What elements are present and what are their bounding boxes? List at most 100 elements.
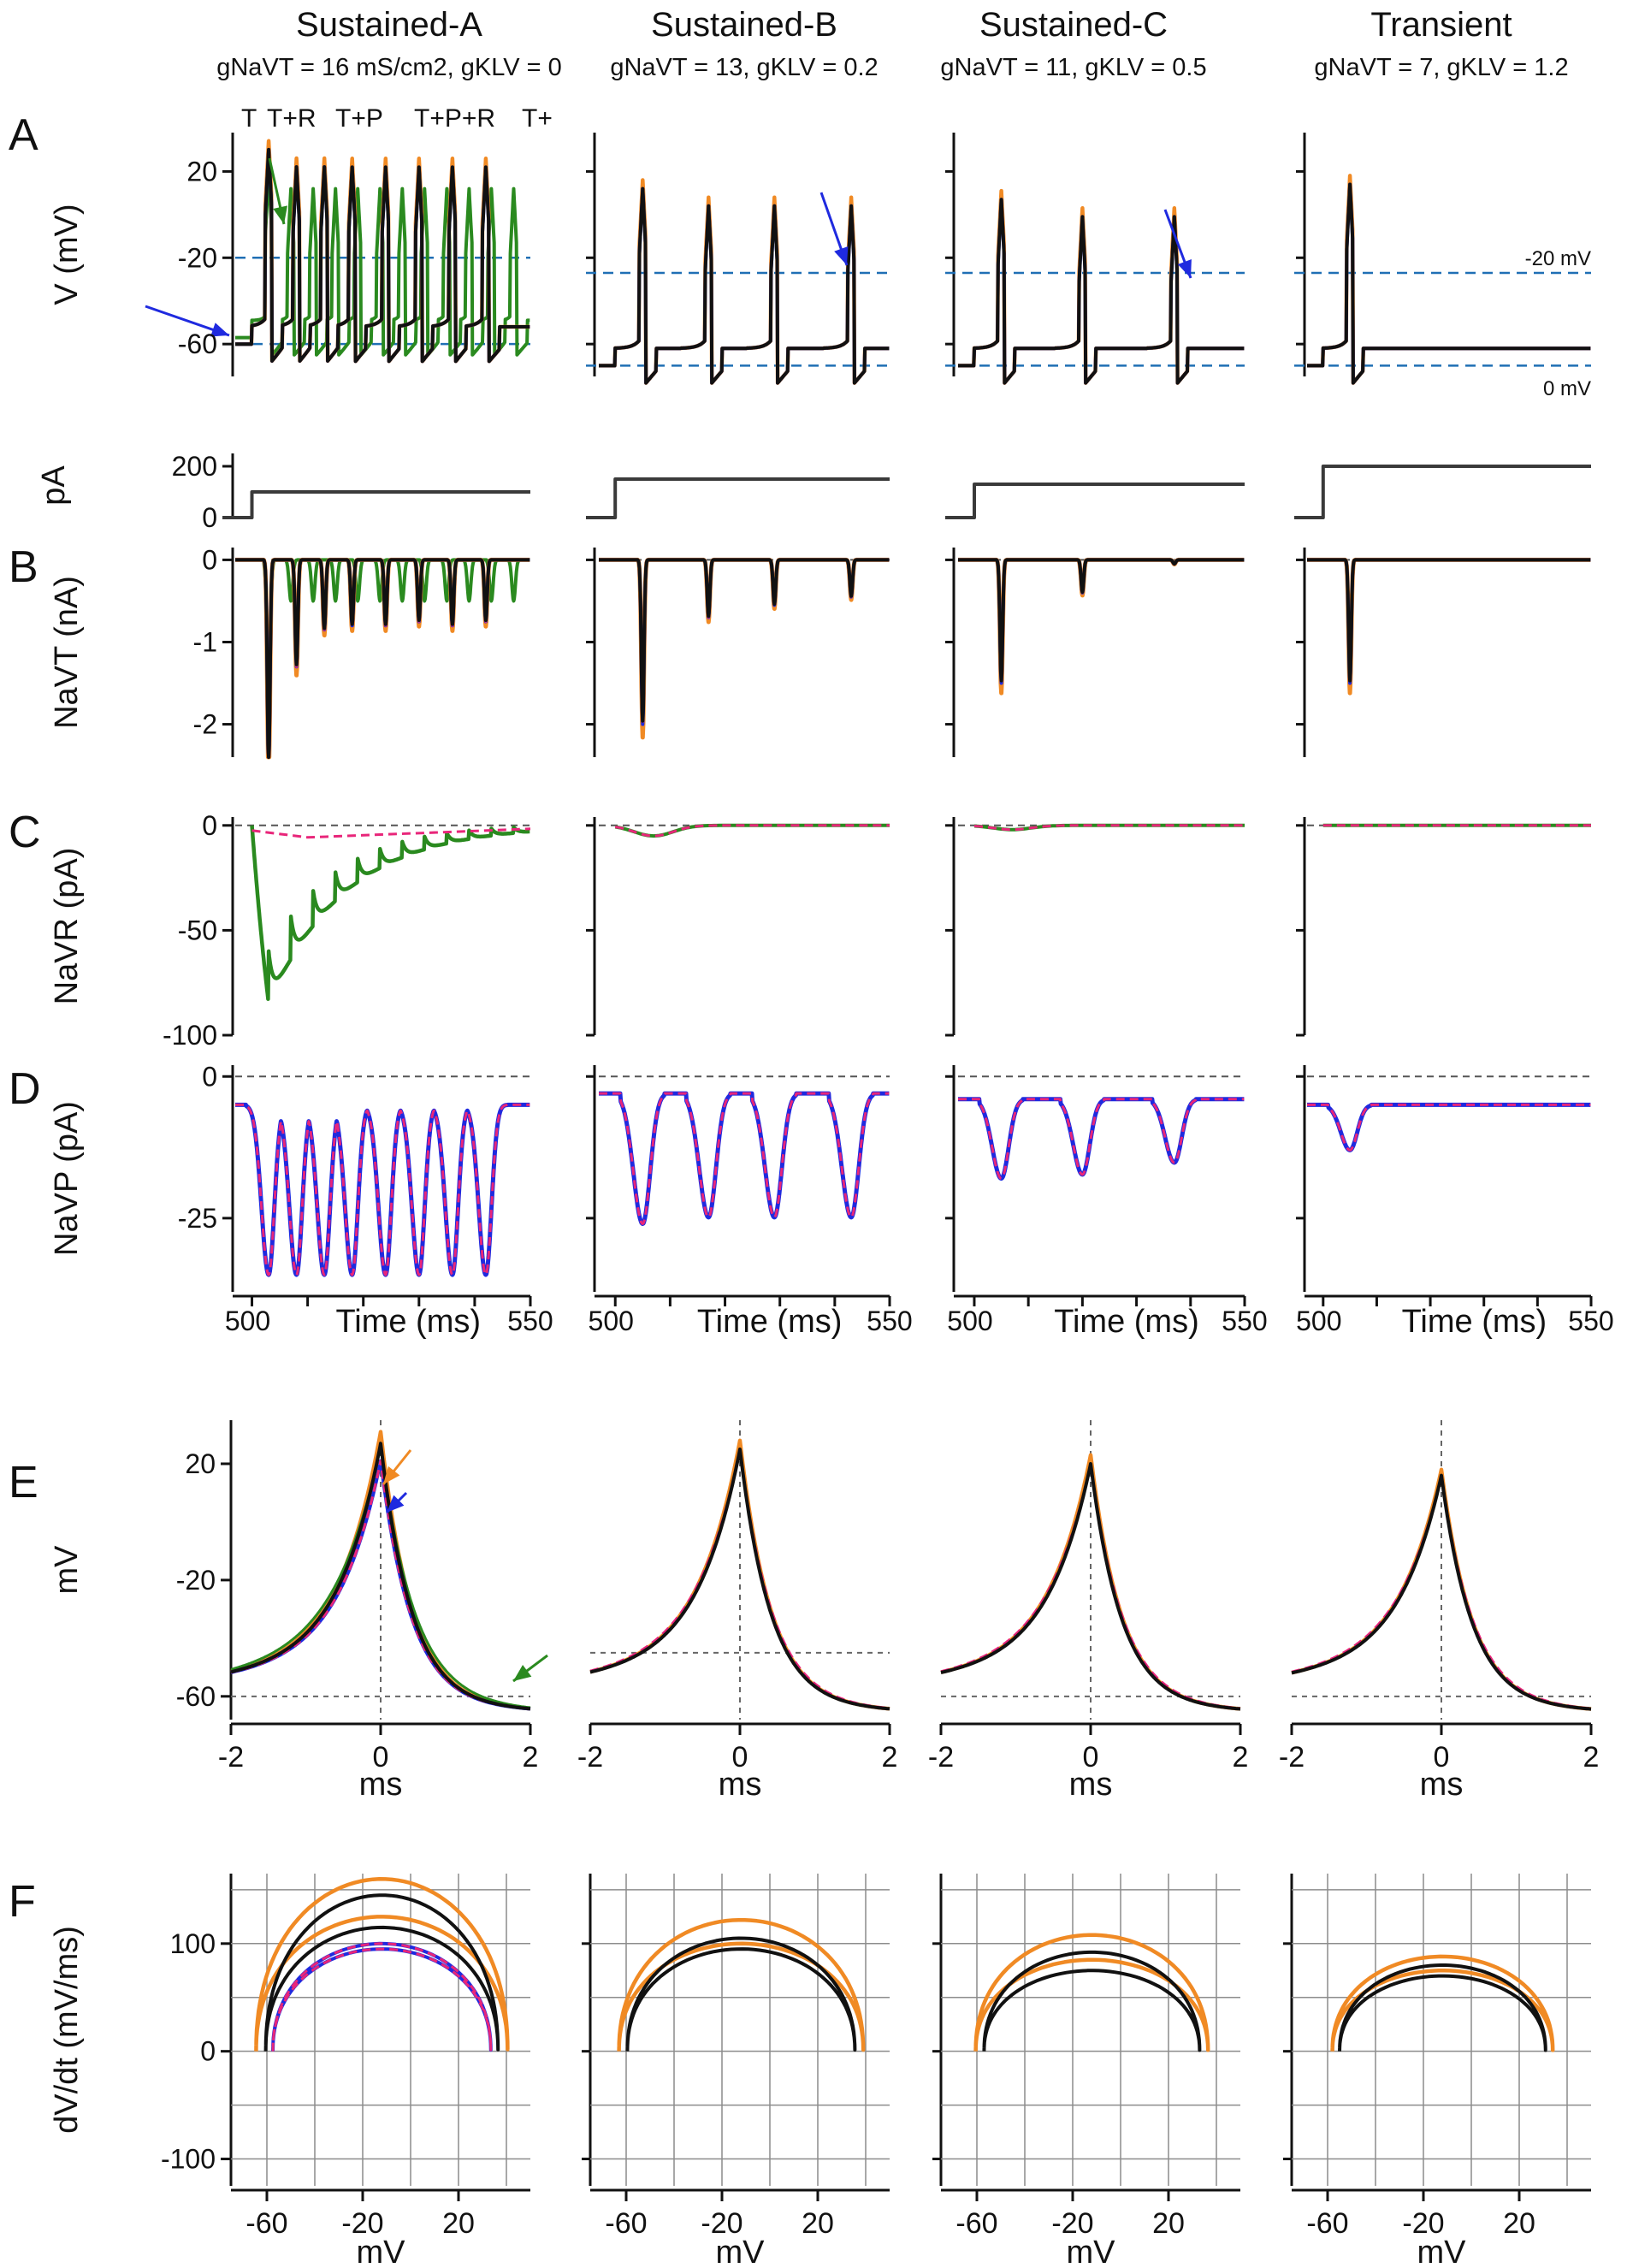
x-tick-label: 550 — [507, 1306, 553, 1336]
y-tick-label: -100 — [161, 2144, 216, 2175]
x-tick-label: -20 — [341, 2207, 383, 2240]
x-tick-label: 550 — [1222, 1306, 1267, 1336]
x-tick-label: -60 — [955, 2207, 997, 2240]
trace-T — [263, 1893, 500, 2052]
y-tick-label: -25 — [178, 1203, 217, 1234]
x-axis-label: Time (ms) — [697, 1304, 843, 1340]
x-tick-label: -2 — [928, 1741, 954, 1774]
y-tick-label: 0 — [202, 1061, 217, 1092]
y-axis-label: NaVP (pA) — [49, 1101, 85, 1256]
trace-T+R — [614, 823, 890, 838]
y-tick-label: -1 — [193, 626, 217, 657]
x-tick-label: 2 — [1583, 1741, 1600, 1774]
column-title: Sustained-C — [979, 6, 1168, 44]
trace-T+ — [1330, 1954, 1555, 2052]
y-tick-label: 100 — [170, 1928, 216, 1959]
trace-T+R — [973, 823, 1245, 832]
x-tick-label: 20 — [802, 2207, 834, 2240]
y-tick-label: -20 — [176, 1565, 216, 1596]
x-axis-label: Time (ms) — [1402, 1304, 1547, 1340]
panel-letter-E: E — [9, 1458, 38, 1507]
trace-T — [982, 1950, 1202, 2052]
grid-layer — [231, 1874, 1591, 2186]
x-tick-label: 2 — [523, 1741, 539, 1774]
trace-T+ — [973, 1933, 1210, 2052]
stimulus-trace — [586, 477, 890, 519]
arrow-head — [387, 1495, 405, 1513]
panel-letter-F: F — [9, 1877, 36, 1927]
x-tick-label: -2 — [577, 1741, 603, 1774]
trace-T — [956, 198, 1245, 385]
x-tick-label: 550 — [1568, 1306, 1613, 1336]
arrows-layer — [145, 157, 1192, 1683]
trace-T — [597, 187, 890, 385]
y-tick-label: -100 — [163, 1020, 217, 1051]
y-tick-label: 0 — [202, 502, 217, 533]
trace-T+ — [617, 1917, 866, 2052]
x-tick-label: -20 — [701, 2207, 743, 2240]
trace-T — [234, 558, 531, 759]
column-title: Sustained-A — [296, 6, 482, 44]
arrow-head — [1177, 259, 1192, 278]
x-axis-label: mV — [716, 2235, 766, 2268]
y-axis-label: NaVR (pA) — [49, 848, 85, 1005]
legend-item-T+P: T+P — [335, 104, 383, 133]
arrow-head — [513, 1664, 532, 1681]
y-tick-label: -60 — [178, 329, 217, 359]
y-tick-label: -50 — [178, 915, 217, 945]
panel-letter-B: B — [9, 542, 38, 592]
trace-T — [1291, 1473, 1592, 1711]
x-tick-label: -60 — [1306, 2207, 1348, 2240]
x-tick-label: 0 — [1083, 1741, 1099, 1774]
y-axis-label: V (mV) — [49, 204, 85, 305]
y-tick-label: 200 — [172, 451, 217, 482]
panel-letter-C: C — [9, 808, 41, 857]
x-tick-label: -20 — [1402, 2207, 1444, 2240]
legend-item-T: T — [241, 104, 257, 133]
x-axis-label: ms — [1420, 1767, 1464, 1803]
trace-T+P+R — [973, 824, 1245, 832]
trace-T — [597, 558, 890, 723]
x-tick-label: 550 — [867, 1306, 912, 1336]
y-tick-label: -60 — [176, 1681, 216, 1712]
legend-item-T+R: T+R — [267, 104, 317, 133]
x-tick-label: 0 — [373, 1741, 389, 1774]
trace-T — [589, 1448, 890, 1711]
panel-letter-A: A — [9, 110, 38, 160]
x-axis-label: mV — [1067, 2235, 1116, 2268]
x-tick-label: 20 — [442, 2207, 475, 2240]
trace-T+P+R — [1306, 1103, 1592, 1152]
arrow-head — [210, 323, 229, 337]
reference-lines-layer — [231, 257, 1591, 1720]
trace-T+P+R — [234, 1103, 531, 1276]
y-axis-label: mV — [49, 1545, 85, 1595]
column-title: Sustained-B — [651, 6, 837, 44]
y-axis-label: dV/dt (mV/ms) — [49, 1926, 85, 2134]
x-tick-label: 500 — [589, 1306, 634, 1336]
trace-T+P+R — [251, 827, 531, 839]
trace-T+R — [250, 825, 531, 1001]
x-tick-label: -2 — [1279, 1741, 1305, 1774]
stimulus-trace — [945, 483, 1245, 519]
column-headers: Sustained-A Sustained-B Sustained-C Tran… — [216, 6, 1568, 81]
stimulus-trace — [1294, 465, 1591, 519]
x-tick-label: 0 — [732, 1741, 748, 1774]
column-params: gNaVT = 13, gKLV = 0.2 — [610, 54, 878, 81]
x-axis-label: ms — [719, 1767, 762, 1803]
axes-layer — [221, 133, 1593, 2201]
ref-label-zero: 0 mV — [1543, 377, 1591, 400]
trace-T+P — [597, 1091, 891, 1226]
x-axis-label: ms — [359, 1767, 403, 1803]
x-tick-label: 0 — [1434, 1741, 1450, 1774]
x-tick-label: -60 — [246, 2207, 287, 2240]
trace-T+P+R — [598, 1092, 890, 1225]
x-axis-label: Time (ms) — [335, 1304, 481, 1340]
legend-item-T+P+R: T+P+R — [414, 104, 495, 133]
x-axis-label: mV — [357, 2235, 406, 2268]
trace-T+P — [1305, 1102, 1593, 1152]
trace-T — [1338, 1963, 1547, 2052]
x-tick-label: 20 — [1503, 2207, 1535, 2240]
trace-T+P — [956, 1097, 1246, 1181]
